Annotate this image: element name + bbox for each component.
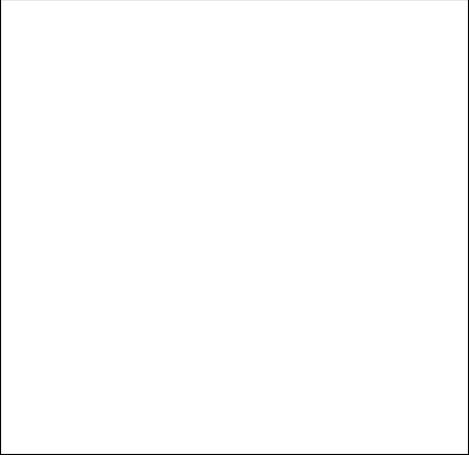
Text: PALEOZÓICO: PALEOZÓICO (6, 353, 12, 402)
Bar (138, 0, 469, 32)
Bar (0, 278, 18, 358)
Bar (50, 72, 138, 152)
Text: embasamento cristalino (granito): embasamento cristalino (granito) (209, 421, 394, 431)
Bar (50, 238, 138, 278)
Bar (138, 198, 200, 238)
Text: Formação Abaiara: Formação Abaiara (209, 253, 308, 263)
Text: GEOCRONOLOGIA: GEOCRONOLOGIA (18, 11, 120, 21)
Bar (138, 32, 200, 72)
Text: ?: ? (31, 157, 37, 166)
Text: MESOZÓICO: MESOZÓICO (4, 122, 14, 188)
Bar (138, 278, 200, 318)
Text: Formação Exu: Formação Exu (209, 47, 285, 57)
Text: CRETÁCEO: CRETÁCEO (30, 129, 38, 181)
Text: PRECAMBRIANO: PRECAMBRIANO (25, 421, 113, 431)
Text: ?: ? (60, 77, 65, 87)
Bar (18, 32, 50, 278)
Bar (50, 378, 138, 397)
Ellipse shape (146, 126, 160, 133)
Text: NEOJURÁSSICO: NEOJURÁSSICO (29, 286, 39, 350)
Text: Formação Araripina: Formação Araripina (209, 86, 317, 96)
Bar (138, 318, 200, 358)
Text: NEOAPTIANO: NEOAPTIANO (66, 190, 122, 199)
Bar (0, 0, 138, 32)
Text: EOCRETÁCEO: EOCRETÁCEO (66, 253, 122, 263)
Bar (50, 152, 138, 238)
Bar (0, 397, 138, 455)
Text: ORDOVICIANO: ORDOVICIANO (63, 383, 125, 392)
Text: Formação Santana  Membros Crato/Ipubi: Formação Santana Membros Crato/Ipubi (209, 170, 417, 179)
Bar (18, 278, 50, 358)
Bar (138, 72, 200, 111)
Text: Formação Cariri: Formação Cariri (209, 373, 296, 383)
Text: SILURIANO: SILURIANO (71, 363, 117, 372)
Ellipse shape (179, 122, 193, 129)
Bar (0, 358, 18, 397)
Bar (138, 238, 200, 278)
Bar (50, 358, 138, 378)
Text: Formação Brejo Santo: Formação Brejo Santo (209, 333, 330, 343)
Bar (0, 358, 18, 397)
Bar (138, 111, 200, 152)
Text: ALBIANO: ALBIANO (71, 107, 117, 116)
Text: Formação Missão Velha: Formação Missão Velha (209, 293, 337, 303)
Ellipse shape (166, 134, 180, 141)
Bar (138, 358, 200, 397)
Text: PALEOZÓICO: PALEOZÓICO (6, 353, 12, 402)
Bar (0, 32, 18, 278)
Text: Formação Barbalha: Formação Barbalha (209, 213, 315, 223)
Text: CENOMANIANO: CENOMANIANO (61, 47, 127, 56)
Text: Formação Santana Membro Romualdo: Formação Santana Membro Romualdo (209, 126, 417, 136)
Text: LITOESTRATIGRAFIA: LITOESTRATIGRAFIA (225, 9, 383, 23)
Bar (138, 152, 200, 198)
Bar (138, 397, 200, 455)
Text: JURIÁSSICO: JURIÁSSICO (4, 291, 14, 344)
Bar (50, 32, 138, 72)
